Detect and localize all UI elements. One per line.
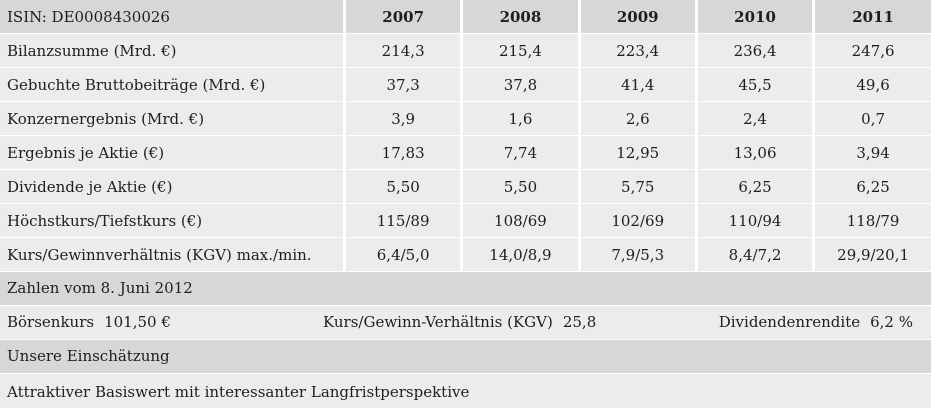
table-cell: 29,9/20,1 bbox=[812, 237, 931, 272]
table-cell: 6,25 bbox=[694, 169, 814, 204]
year-header: 2011 bbox=[812, 0, 931, 34]
table-cell: 8,4/7,2 bbox=[694, 237, 814, 272]
boersenkurs-value: 101,50 € bbox=[104, 313, 171, 331]
table-cell: 5,50 bbox=[342, 169, 462, 204]
financial-table: ISIN: DE0008430026 2007 2008 2009 2010 2… bbox=[0, 0, 931, 272]
table-cell: 17,83 bbox=[342, 135, 462, 170]
year-header: 2007 bbox=[342, 0, 462, 34]
table-cell: 0,7 bbox=[812, 101, 931, 136]
table-cell: 45,5 bbox=[694, 67, 814, 102]
kgv: Kurs/Gewinn-Verhältnis (KGV) 25,8 bbox=[323, 306, 596, 339]
table-cell: 5,50 bbox=[460, 169, 580, 204]
table-row: Dividende je Aktie (€) 5,50 5,50 5,75 6,… bbox=[0, 169, 931, 204]
year-header: 2008 bbox=[460, 0, 580, 34]
table-row: Ergebnis je Aktie (€) 17,83 7,74 12,95 1… bbox=[0, 135, 931, 170]
table-row: Konzernergebnis (Mrd. €) 3,9 1,6 2,6 2,4… bbox=[0, 101, 931, 136]
boersenkurs-label: Börsenkurs bbox=[7, 313, 95, 331]
table-cell: 6,4/5,0 bbox=[342, 237, 462, 272]
table-cell: 115/89 bbox=[342, 203, 462, 238]
table-cell: 2,6 bbox=[577, 101, 697, 136]
table-cell: 108/69 bbox=[460, 203, 580, 238]
table-cell: 13,06 bbox=[694, 135, 814, 170]
table-cell: 7,74 bbox=[460, 135, 580, 170]
table-row: Höchstkurs/Tiefstkurs (€) 115/89 108/69 … bbox=[0, 203, 931, 238]
table-cell: 110/94 bbox=[694, 203, 814, 238]
kgv-label: Kurs/Gewinn-Verhältnis (KGV) bbox=[323, 313, 553, 331]
table-cell: 3,94 bbox=[812, 135, 931, 170]
table-cell: 5,75 bbox=[577, 169, 697, 204]
table-cell: 223,4 bbox=[577, 33, 697, 68]
row-label: Dividende je Aktie (€) bbox=[0, 169, 345, 204]
assessment-text: Attraktiver Basiswert mit interessanter … bbox=[0, 374, 931, 408]
table-cell: 7,9/5,3 bbox=[577, 237, 697, 272]
table-cell: 37,3 bbox=[342, 67, 462, 102]
row-label: Gebuchte Bruttobeiträge (Mrd. €) bbox=[0, 67, 345, 102]
table-row: Gebuchte Bruttobeiträge (Mrd. €) 37,3 37… bbox=[0, 67, 931, 102]
rendite-value: 6,2 % bbox=[870, 313, 913, 331]
rendite-label: Dividendenrendite bbox=[718, 313, 861, 331]
assessment-heading: Unsere Einschätzung bbox=[0, 340, 931, 374]
table-cell: 49,6 bbox=[812, 67, 931, 102]
table-row: Bilanzsumme (Mrd. €) 214,3 215,4 223,4 2… bbox=[0, 33, 931, 68]
snapshot-heading: Zahlen vom 8. Juni 2012 bbox=[0, 272, 931, 306]
table-cell: 2,4 bbox=[694, 101, 814, 136]
row-label: Höchstkurs/Tiefstkurs (€) bbox=[0, 203, 345, 238]
table-cell: 102/69 bbox=[577, 203, 697, 238]
table-cell: 6,25 bbox=[812, 169, 931, 204]
table-cell: 214,3 bbox=[342, 33, 462, 68]
boersenkurs: Börsenkurs 101,50 € bbox=[7, 306, 171, 339]
snapshot-row: Börsenkurs 101,50 € Kurs/Gewinn-Verhältni… bbox=[0, 306, 931, 340]
table-cell: 247,6 bbox=[812, 33, 931, 68]
table-cell: 37,8 bbox=[460, 67, 580, 102]
snapshot-title: Zahlen vom 8. Juni 2012 bbox=[7, 279, 193, 297]
table-cell: 236,4 bbox=[694, 33, 814, 68]
isin-label: ISIN: DE0008430026 bbox=[0, 0, 345, 34]
table-header-row: ISIN: DE0008430026 2007 2008 2009 2010 2… bbox=[0, 0, 931, 34]
table-cell: 118/79 bbox=[812, 203, 931, 238]
dividendenrendite: Dividendenrendite 6,2 % bbox=[719, 306, 913, 339]
table-cell: 12,95 bbox=[577, 135, 697, 170]
table-cell: 41,4 bbox=[577, 67, 697, 102]
year-header: 2009 bbox=[577, 0, 697, 34]
row-label: Konzernergebnis (Mrd. €) bbox=[0, 101, 345, 136]
table-row: Kurs/Gewinnverhältnis (KGV) max./min. 6,… bbox=[0, 237, 931, 272]
row-label: Kurs/Gewinnverhältnis (KGV) max./min. bbox=[0, 237, 345, 272]
kgv-value: 25,8 bbox=[562, 313, 597, 331]
table-cell: 215,4 bbox=[460, 33, 580, 68]
table-cell: 3,9 bbox=[342, 101, 462, 136]
assessment-title: Unsere Einschätzung bbox=[7, 347, 170, 365]
year-header: 2010 bbox=[694, 0, 814, 34]
row-label: Ergebnis je Aktie (€) bbox=[0, 135, 345, 170]
table-cell: 14,0/8,9 bbox=[460, 237, 580, 272]
table-cell: 1,6 bbox=[460, 101, 580, 136]
row-label: Bilanzsumme (Mrd. €) bbox=[0, 33, 345, 68]
